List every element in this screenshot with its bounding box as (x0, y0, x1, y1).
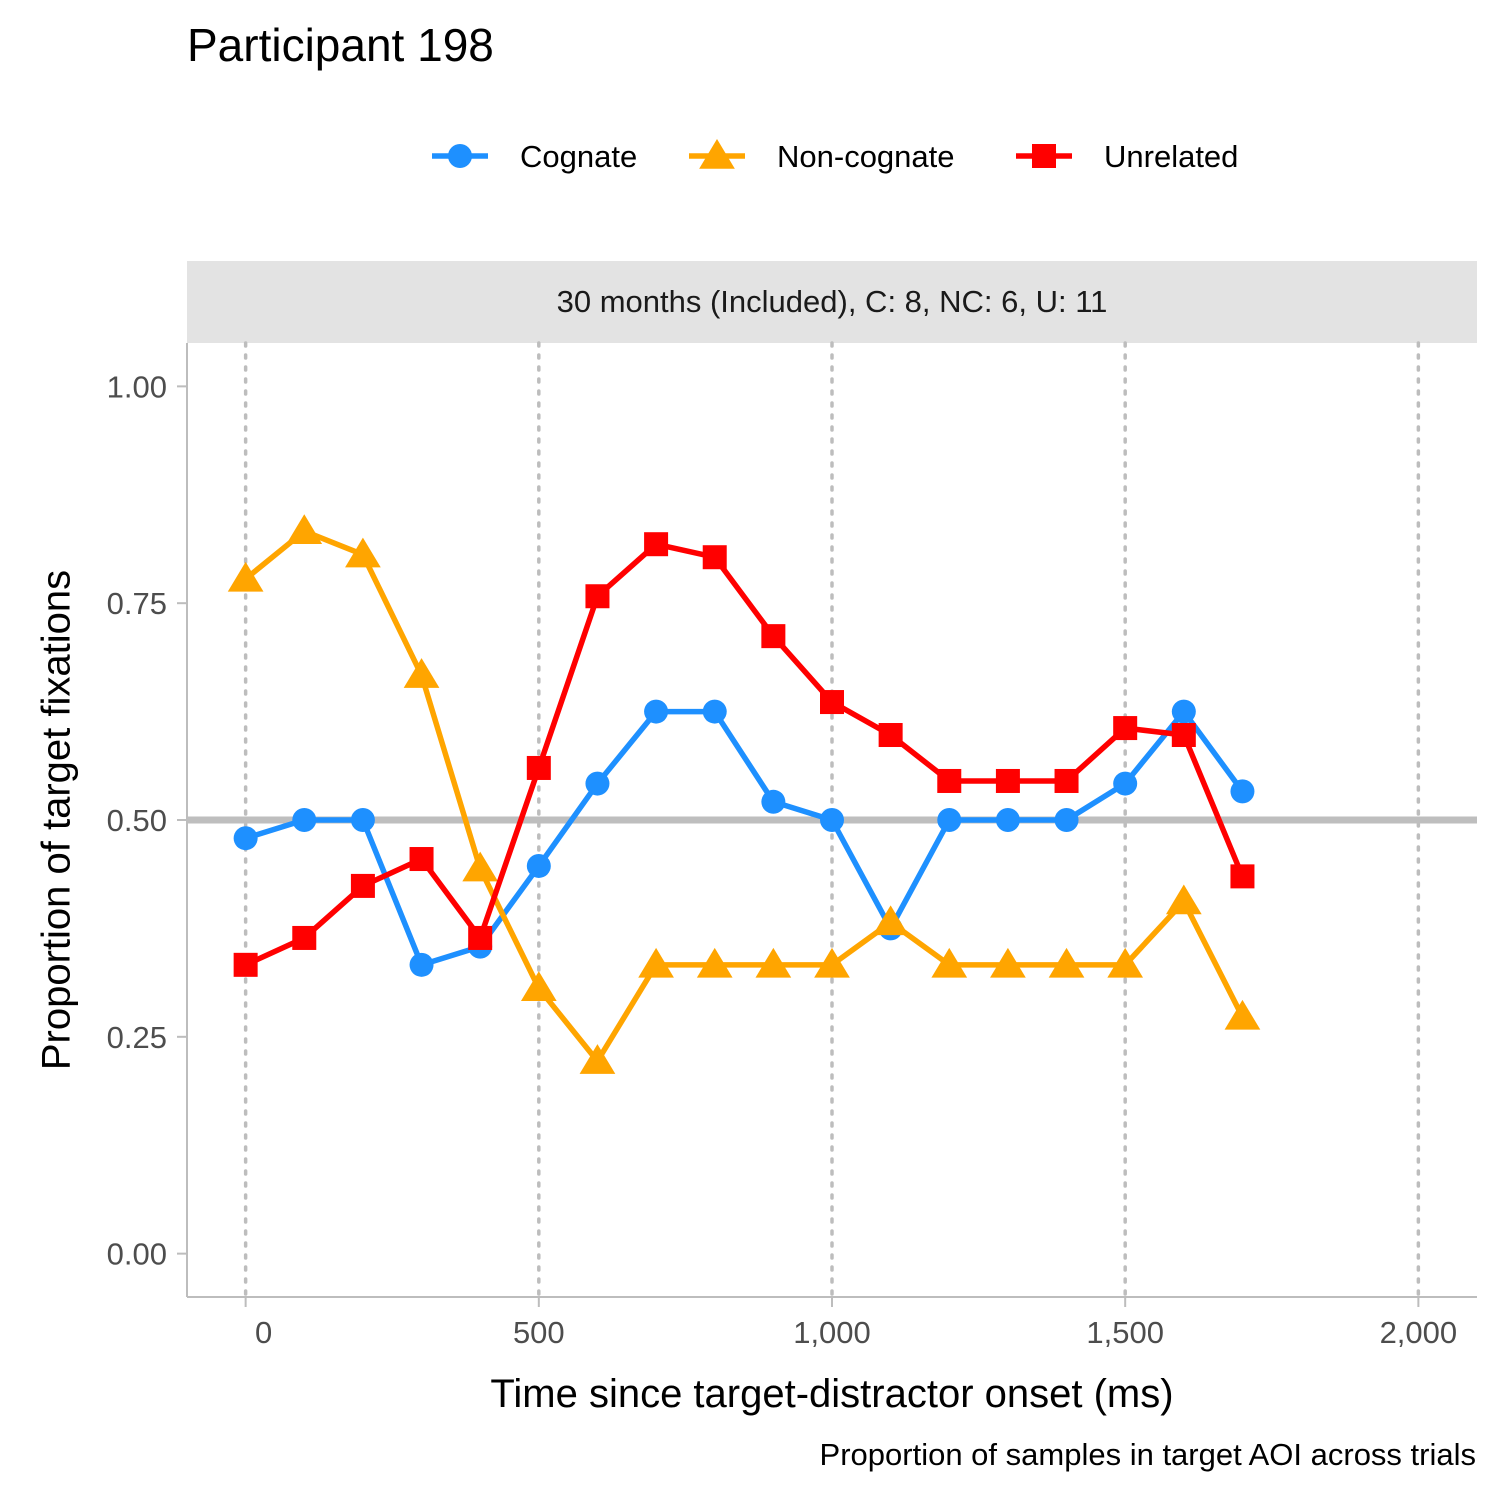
data-point-unrelated (995, 768, 1020, 793)
data-point-non-cognate (872, 905, 909, 936)
chart-title: Participant 198 (187, 19, 494, 71)
data-point-cognate (995, 808, 1020, 832)
legend-key-marker (699, 139, 735, 169)
data-point-non-cognate (579, 1044, 616, 1074)
data-point-unrelated (1054, 768, 1079, 793)
data-point-unrelated (820, 690, 844, 715)
data-point-non-cognate (1107, 947, 1144, 978)
series-line-cognate (244, 708, 1245, 968)
data-point-unrelated (233, 952, 258, 977)
x-tick-label: 1,500 (1086, 1315, 1164, 1350)
data-point-non-cognate (403, 658, 440, 688)
data-point-cognate (585, 771, 610, 796)
data-point-non-cognate (286, 514, 323, 544)
data-point-non-cognate (1224, 999, 1261, 1030)
facet-label: 30 months (Included), C: 8, NC: 6, U: 11 (556, 284, 1108, 319)
legend-key-marker (1032, 144, 1056, 168)
y-axis-label: Proportion of target fixations (34, 569, 79, 1071)
y-tick-label: 1.00 (107, 369, 167, 404)
data-point-unrelated (644, 532, 669, 557)
data-point-non-cognate (462, 851, 499, 882)
series-cognate (233, 699, 1255, 977)
data-point-non-cognate (931, 947, 968, 978)
data-point-unrelated (468, 925, 493, 950)
legend-item-unrelated: Unrelated (1016, 139, 1238, 174)
data-point-unrelated (1113, 716, 1138, 741)
facet-strip: 30 months (Included), C: 8, NC: 6, U: 11 (187, 261, 1477, 343)
x-tick-label: 0 (255, 1315, 272, 1350)
data-point-cognate (1230, 779, 1255, 804)
series-line-non-cognate (243, 528, 1245, 1064)
data-point-non-cognate (814, 947, 850, 978)
series-unrelated (233, 532, 1255, 977)
data-point-non-cognate (990, 947, 1026, 978)
data-point-cognate (644, 699, 669, 724)
data-point-cognate (820, 808, 844, 832)
legend-label: Non-cognate (777, 139, 955, 174)
data-point-cognate (1113, 771, 1138, 796)
legend-key-marker (448, 144, 472, 168)
data-point-cognate (702, 699, 727, 724)
legend-item-cognate: Cognate (432, 139, 637, 174)
data-point-unrelated (702, 545, 727, 570)
x-tick-label: 500 (513, 1315, 565, 1350)
data-point-cognate (937, 808, 962, 832)
data-point-unrelated (585, 584, 610, 609)
data-point-unrelated (409, 847, 434, 872)
data-point-non-cognate (520, 971, 557, 1002)
legend-item-non-cognate: Non-cognate (689, 139, 955, 174)
legend-label: Unrelated (1104, 139, 1238, 174)
legend-label: Cognate (520, 139, 637, 174)
data-point-cognate (350, 808, 375, 832)
y-tick-label: 0.25 (107, 1020, 167, 1055)
data-point-unrelated (1171, 723, 1196, 748)
data-point-unrelated (526, 755, 551, 780)
data-point-non-cognate (1165, 884, 1202, 915)
x-tick-label: 2,000 (1380, 1315, 1458, 1350)
y-tick-label: 0.50 (107, 803, 167, 838)
data-point-unrelated (1230, 864, 1255, 889)
data-point-unrelated (937, 768, 962, 793)
data-point-cognate (292, 808, 317, 832)
data-point-non-cognate (345, 537, 381, 568)
data-point-cognate (761, 789, 786, 814)
data-point-cognate (409, 952, 434, 977)
data-point-non-cognate (227, 561, 264, 592)
y-tick-label: 0.00 (107, 1237, 167, 1272)
x-tick-label: 1,000 (793, 1315, 871, 1350)
data-point-non-cognate (1048, 947, 1085, 978)
data-point-unrelated (292, 925, 317, 950)
series-non-cognate (227, 514, 1261, 1074)
x-axis-label: Time since target-distractor onset (ms) (490, 1372, 1174, 1416)
data-point-unrelated (350, 873, 375, 898)
data-point-non-cognate (638, 947, 674, 978)
data-point-unrelated (761, 624, 786, 649)
data-point-unrelated (878, 723, 903, 748)
legend: Cognate Non-cognate Unrelated (432, 139, 1238, 174)
y-tick-label: 0.75 (107, 586, 167, 621)
data-point-cognate (233, 826, 258, 851)
data-point-non-cognate (755, 947, 792, 978)
data-point-non-cognate (696, 947, 733, 978)
data-point-cognate (1054, 808, 1079, 832)
data-point-cognate (526, 853, 551, 878)
data-point-cognate (1171, 699, 1196, 724)
caption: Proportion of samples in target AOI acro… (819, 1437, 1476, 1472)
